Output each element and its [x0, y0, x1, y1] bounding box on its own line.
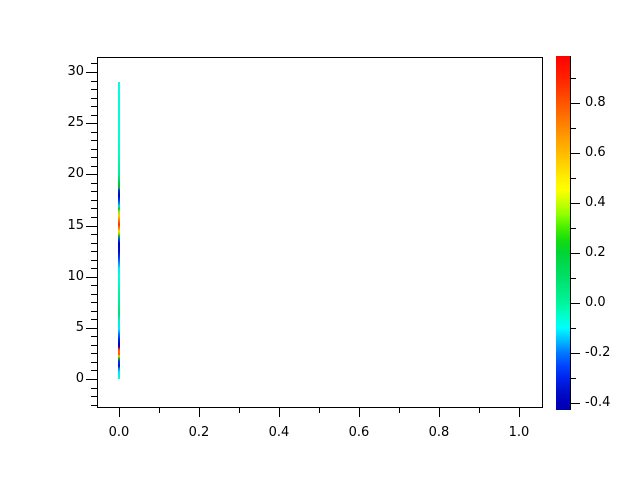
y-axis-minor-tick [91, 405, 97, 406]
y-axis-minor-tick [91, 81, 97, 82]
x-axis-minor-tick [399, 408, 400, 413]
colorbar-minor-tick [571, 78, 576, 79]
y-axis-minor-tick [91, 285, 97, 286]
x-axis-tick-label: 0.2 [188, 425, 210, 440]
x-axis-minor-tick [159, 408, 160, 413]
y-axis-minor-tick [91, 370, 97, 371]
x-axis-tick-label: 0.6 [348, 425, 370, 440]
x-axis-tick [199, 408, 200, 417]
x-axis-minor-tick [239, 408, 240, 413]
y-axis-minor-tick [91, 260, 97, 261]
colorbar-tick-label: 0.4 [585, 195, 606, 210]
y-axis-tick-label: 25 [67, 115, 84, 130]
x-axis-tick [119, 408, 120, 417]
y-axis-minor-tick [91, 243, 97, 244]
colorbar-tick [571, 303, 580, 304]
y-axis-minor-tick [91, 98, 97, 99]
y-axis-minor-tick [91, 63, 97, 64]
y-axis-minor-tick [91, 191, 97, 192]
colorbar-minor-tick [571, 128, 576, 129]
colorbar-tick-label: 0.8 [585, 95, 606, 110]
y-axis-minor-tick [91, 388, 97, 389]
y-axis-minor-tick [91, 166, 97, 167]
y-axis-tick-label: 20 [67, 166, 84, 181]
data-series-line [118, 82, 120, 379]
y-axis-tick [86, 328, 97, 329]
colorbar-gradient [556, 56, 570, 410]
y-axis-minor-tick [91, 140, 97, 141]
x-axis-tick-label: 0.8 [428, 425, 450, 440]
y-axis-minor-tick [91, 336, 97, 337]
x-axis-tick-label: 1.0 [508, 425, 530, 440]
colorbar-tick [571, 153, 580, 154]
colorbar-minor-tick [571, 328, 576, 329]
y-axis-minor-tick [91, 200, 97, 201]
y-axis-minor-tick [91, 251, 97, 252]
y-axis-minor-tick [91, 319, 97, 320]
colorbar-minor-tick [571, 378, 576, 379]
colorbar-tick [571, 253, 580, 254]
y-axis-tick [86, 277, 97, 278]
colorbar-tick [571, 403, 580, 404]
x-axis-minor-tick [319, 408, 320, 413]
y-axis-minor-tick [91, 115, 97, 116]
y-axis-minor-tick [91, 234, 97, 235]
y-axis-tick [86, 226, 97, 227]
y-axis-minor-tick [91, 396, 97, 397]
x-axis-tick-label: 0.4 [268, 425, 290, 440]
y-axis-tick-label: 30 [67, 64, 84, 79]
y-axis-minor-tick [91, 89, 97, 90]
colorbar-minor-tick [571, 228, 576, 229]
colorbar-minor-tick [571, 178, 576, 179]
y-axis-tick-label: 10 [67, 269, 84, 284]
y-axis-minor-tick [91, 268, 97, 269]
y-axis-minor-tick [91, 302, 97, 303]
x-axis-tick [519, 408, 520, 417]
y-axis-minor-tick [91, 132, 97, 133]
plot-frame [97, 57, 543, 408]
colorbar-tick [571, 103, 580, 104]
y-axis-tick [86, 72, 97, 73]
colorbar-tick-label: 0.6 [585, 145, 606, 160]
x-axis-tick [359, 408, 360, 417]
colorbar-tick-label: 0.2 [585, 245, 606, 260]
x-axis-minor-tick [479, 408, 480, 413]
y-axis-minor-tick [91, 157, 97, 158]
colorbar-axis-line [570, 56, 571, 410]
y-axis-tick [86, 379, 97, 380]
y-axis-minor-tick [91, 149, 97, 150]
x-axis-tick-label: 0.0 [108, 425, 130, 440]
colorbar-tick-label: -0.4 [585, 395, 611, 410]
y-axis-minor-tick [91, 217, 97, 218]
x-axis-tick [279, 408, 280, 417]
x-axis-tick [439, 408, 440, 417]
y-axis-minor-tick [91, 183, 97, 184]
colorbar-tick-label: 0.0 [585, 295, 606, 310]
colorbar-minor-tick [571, 278, 576, 279]
y-axis-minor-tick [91, 294, 97, 295]
y-axis-minor-tick [91, 362, 97, 363]
y-axis-minor-tick [91, 208, 97, 209]
colorbar-tick [571, 353, 580, 354]
colorbar-tick [571, 203, 580, 204]
y-axis-tick [86, 123, 97, 124]
y-axis-minor-tick [91, 311, 97, 312]
y-axis-tick-label: 15 [67, 218, 84, 233]
y-axis-minor-tick [91, 353, 97, 354]
y-axis-tick-label: 5 [75, 320, 84, 335]
y-axis-tick-label: 0 [75, 371, 84, 386]
y-axis-minor-tick [91, 106, 97, 107]
colorbar-tick-label: -0.2 [585, 345, 611, 360]
y-axis-minor-tick [91, 345, 97, 346]
y-axis-tick [86, 174, 97, 175]
